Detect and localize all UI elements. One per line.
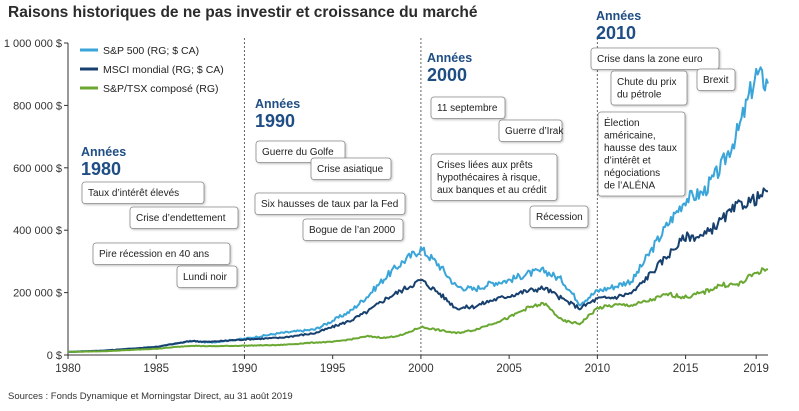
y-tick-label: 200 000 $	[13, 288, 62, 300]
era-label-year: 2000	[427, 65, 467, 85]
event-callout-box	[254, 192, 406, 215]
x-tick-label: 2019	[743, 363, 769, 375]
event-callout-box	[498, 119, 563, 142]
legend-label-2: MSCI mondial (RG; $ CA)	[103, 64, 224, 76]
event-callout-text: Brexit	[703, 75, 729, 86]
event-callout-text: Crise dans la zone euro	[597, 54, 703, 65]
legend-label-3: S&P/TSX composé (RG)	[103, 83, 219, 95]
event-callout-box	[610, 70, 688, 106]
event-callout-text: aux banques et au crédit	[437, 185, 547, 196]
event-callout-text: de l’ALÉNA	[604, 179, 655, 192]
event-callout-text: négociations	[604, 168, 660, 179]
era-label-year: 2010	[596, 23, 636, 43]
y-tick-label: 400 000 $	[13, 225, 62, 237]
y-tick-label: 0 $	[47, 350, 62, 362]
event-callout-text: du pétrole	[617, 90, 662, 101]
legend-label-1: S&P 500 (RG; $ CA)	[103, 45, 199, 57]
event-callout-text: d’intérêt et	[604, 156, 651, 167]
event-callout-text: Crises liées aux prêts	[437, 160, 533, 171]
era-label-line1: Années	[255, 97, 300, 111]
series-line-2	[68, 187, 768, 353]
x-tick-label: 2015	[673, 363, 699, 375]
event-callout-text: Chute du prix	[617, 77, 676, 88]
event-callout-box	[176, 265, 238, 288]
event-callout-text: Guerre d’Irak	[505, 126, 564, 137]
x-tick-label: 1990	[232, 363, 258, 375]
event-callout-text: américaine,	[604, 131, 656, 142]
event-callout-text: Bogue de l’an 2000	[309, 225, 396, 236]
event-callout-box	[255, 140, 346, 163]
event-callout-text: Crise asiatique	[317, 164, 384, 175]
x-tick-label: 2005	[496, 363, 522, 375]
event-callout-text: Élection	[604, 116, 640, 129]
era-label-line1: Années	[81, 145, 126, 159]
event-callout-box	[302, 218, 404, 241]
chart-title: Raisons historiques de ne pas investir e…	[8, 4, 478, 21]
y-tick-label: 600 000 $	[13, 163, 62, 175]
era-label-line1: Années	[427, 51, 472, 65]
event-callout-box	[597, 111, 686, 197]
event-callout-box	[529, 205, 589, 228]
event-callout-text: hausse des taux	[604, 143, 677, 154]
event-callout-text: Taux d’intérêt élevés	[88, 188, 179, 199]
y-tick-label: 800 000 $	[13, 100, 62, 112]
event-callout-text: Crise d’endettement	[136, 213, 226, 224]
era-label-line1: Années	[596, 9, 641, 23]
event-callout-box	[81, 181, 205, 204]
event-callout-box	[430, 96, 506, 119]
event-callout-text: hypothécaires à risque,	[437, 173, 540, 184]
x-tick-label: 1980	[55, 363, 81, 375]
event-callout-text: Pire récession en 40 ans	[99, 249, 209, 260]
event-callout-box	[590, 47, 720, 70]
x-tick-label: 1995	[320, 363, 346, 375]
x-tick-label: 1985	[143, 363, 169, 375]
source-note: Sources : Fonds Dynamique et Morningstar…	[8, 391, 293, 402]
event-callout-box	[696, 68, 736, 91]
event-callout-box	[310, 157, 392, 180]
event-callout-text: Lundi noir	[183, 272, 228, 283]
y-tick-label: 1 000 000 $	[4, 38, 62, 50]
event-callout-text: Six hausses de taux par la Fed	[261, 199, 398, 210]
x-tick-label: 2000	[408, 363, 434, 375]
event-callout-text: 11 septembre	[437, 103, 498, 114]
event-callout-box	[92, 242, 231, 265]
event-callout-text: Guerre du Golfe	[262, 147, 334, 158]
era-label-year: 1980	[81, 159, 121, 179]
event-callout-box	[430, 153, 558, 201]
era-label-year: 1990	[255, 111, 295, 131]
event-callout-box	[129, 206, 239, 229]
series-line-3	[68, 267, 769, 353]
event-callout-text: Récession	[536, 212, 583, 223]
x-tick-label: 2010	[585, 363, 611, 375]
